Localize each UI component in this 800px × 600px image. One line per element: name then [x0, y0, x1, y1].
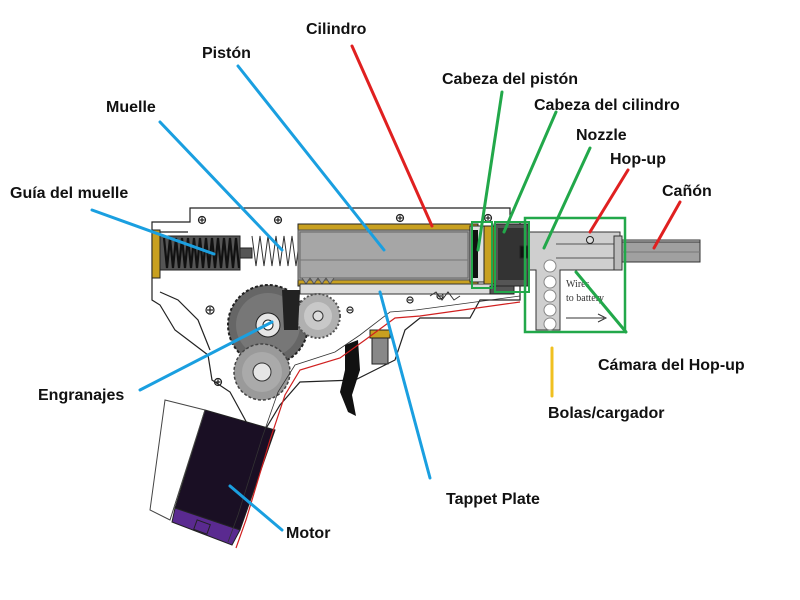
label-camara-hop-up: Cámara del Hop-up: [598, 357, 745, 374]
label-cilindro: Cilindro: [306, 21, 367, 38]
label-cabeza-cilindro: Cabeza del cilindro: [534, 97, 680, 114]
label-hop-up: Hop-up: [610, 151, 666, 168]
label-bolas-cargador: Bolas/cargador: [548, 405, 664, 422]
leader-tappet-plate: [378, 290, 432, 480]
leader-engranajes: [138, 320, 274, 392]
leader-motor: [228, 484, 284, 532]
label-cabeza-piston: Cabeza del pistón: [442, 71, 578, 88]
label-piston: Pistón: [202, 45, 251, 62]
leader-canon: [652, 200, 682, 250]
spur-gear: [295, 293, 341, 339]
anti-reversal-latch: [282, 290, 300, 330]
leader-nozzle: [542, 146, 592, 250]
label-nozzle: Nozzle: [576, 127, 627, 144]
motor-wire: [235, 301, 521, 549]
bevel-gear: [233, 343, 291, 401]
label-muelle: Muelle: [106, 99, 156, 116]
spring-coils-guide: [162, 237, 241, 269]
bb-magazine: [543, 259, 557, 331]
tappet-plate: [299, 283, 515, 301]
trigger: [340, 329, 391, 416]
leader-muelle: [158, 120, 284, 252]
barrel: [621, 241, 701, 263]
leader-piston: [236, 64, 386, 252]
leader-camara-hop-up: [574, 270, 628, 334]
leader-hop-up: [588, 168, 630, 234]
cylinder-head-box: [494, 221, 530, 293]
leader-cabeza-cilindro: [502, 110, 558, 234]
label-tappet-plate: Tappet Plate: [446, 491, 540, 508]
motor-wire-2: [227, 295, 521, 543]
wires-to-battery: Wires to battery: [566, 279, 608, 323]
wires-text-line2: to battery: [566, 293, 604, 304]
leader-lines: [90, 44, 682, 532]
leader-cilindro: [350, 44, 434, 228]
leader-guia-muelle: [90, 208, 216, 256]
spring: [251, 235, 301, 267]
label-motor: Motor: [286, 525, 330, 542]
hopup-chamber-box: [523, 216, 627, 334]
label-guia-muelle: Guía del muelle: [10, 185, 128, 202]
label-engranajes: Engranajes: [38, 387, 124, 404]
piston: [299, 231, 469, 285]
wires-text-line1: Wires: [566, 279, 590, 290]
label-canon: Cañón: [662, 183, 712, 200]
motor: [149, 399, 276, 546]
leader-cabeza-piston: [476, 90, 504, 252]
